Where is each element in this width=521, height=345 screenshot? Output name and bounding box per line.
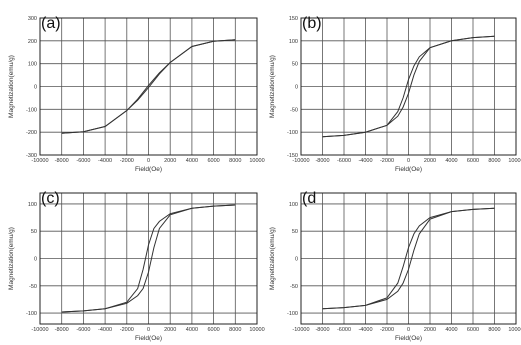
x-tick-label: 0 <box>147 158 150 164</box>
x-tick-label: -8000 <box>315 327 329 333</box>
y-tick-label: -50 <box>290 107 298 113</box>
panel-label: (a) <box>41 15 61 32</box>
y-tick-label: 50 <box>292 62 298 68</box>
panel-label: (d <box>302 190 316 207</box>
x-tick-label: 8000 <box>229 158 241 164</box>
y-tick-label: 100 <box>289 39 298 45</box>
x-tick-label: 8000 <box>229 327 241 333</box>
y-axis-label: Magnetization(emu/g) <box>269 227 276 290</box>
x-tick-label: 6000 <box>207 158 219 164</box>
x-tick-label: 10000 <box>249 327 264 333</box>
y-tick-label: -300 <box>26 153 37 159</box>
y-tick-label: 50 <box>292 229 298 235</box>
x-tick-label: 0 <box>407 158 410 164</box>
plot-frame <box>300 17 517 156</box>
plot-frame <box>39 17 258 156</box>
x-tick-label: 10000 <box>249 158 264 164</box>
chart-panel-4: -10000 -8000 -6000 -4000 -2000 0 2000 4000 6000 8… <box>269 190 521 342</box>
plot-frame <box>300 192 517 325</box>
x-axis-label: Field(Oe) <box>395 335 422 342</box>
x-tick-label: 6000 <box>467 158 479 164</box>
x-tick-label: -4000 <box>358 327 372 333</box>
y-tick-label: 200 <box>28 39 37 45</box>
x-tick-label: -10000 <box>31 158 48 164</box>
x-tick-label: -10000 <box>31 327 48 333</box>
x-tick-label: -6000 <box>76 327 90 333</box>
chart-panel-3: -10000 -8000 -6000 -4000 -2000 0 2000 4000 6000 8… <box>8 190 265 342</box>
x-tick-label: -4000 <box>358 158 372 164</box>
x-tick-label: 2000 <box>164 158 176 164</box>
x-tick-label: -2000 <box>380 158 394 164</box>
y-tick-label: -150 <box>287 153 298 159</box>
x-tick-label: 4000 <box>186 327 198 333</box>
descending-branch-line <box>61 204 236 313</box>
x-tick-label: -8000 <box>55 158 69 164</box>
x-tick-label: 0 <box>147 327 150 333</box>
x-tick-label: 2000 <box>424 327 436 333</box>
x-tick-label: 8000 <box>488 158 500 164</box>
x-tick-label: -2000 <box>380 327 394 333</box>
descending-branch-line <box>322 207 495 310</box>
y-tick-label: -100 <box>287 311 298 317</box>
x-tick-label: -2000 <box>120 327 134 333</box>
y-tick-label: 300 <box>28 16 37 22</box>
y-tick-label: -100 <box>26 311 37 317</box>
y-tick-label: 0 <box>295 85 298 91</box>
y-tick-label: -50 <box>29 284 37 290</box>
y-axis-label: Magnetization(emu/g) <box>269 55 276 118</box>
x-tick-label: -6000 <box>337 327 351 333</box>
x-tick-label: 4000 <box>445 158 457 164</box>
y-tick-label: 0 <box>34 257 37 263</box>
x-tick-label: 8000 <box>488 327 500 333</box>
chart-panel-1: -10000 -8000 -6000 -4000 -2000 0 2000 4000 6000 8… <box>8 15 265 173</box>
y-tick-label: -100 <box>26 107 37 113</box>
y-tick-label: -100 <box>287 130 298 136</box>
chart-panel-2: -10000 -8000 -6000 -4000 -2000 0 2000 4000 6000 8… <box>269 15 521 173</box>
y-tick-label: 100 <box>289 202 298 208</box>
x-tick-label: 2000 <box>164 327 176 333</box>
y-tick-label: 100 <box>28 62 37 68</box>
x-axis-label: Field(Oe) <box>135 335 162 342</box>
x-tick-label: -6000 <box>337 158 351 164</box>
x-tick-label: -4000 <box>98 158 112 164</box>
y-axis-label: Magnetization(emu/g) <box>8 55 15 118</box>
y-tick-label: -50 <box>290 284 298 290</box>
x-tick-label: 10000 <box>508 158 521 164</box>
x-tick-label: 0 <box>407 327 410 333</box>
x-axis-label: Field(Oe) <box>395 166 422 173</box>
x-tick-label: -8000 <box>55 327 69 333</box>
x-tick-label: -10000 <box>292 327 309 333</box>
x-tick-label: 6000 <box>207 327 219 333</box>
y-tick-label: 100 <box>28 202 37 208</box>
x-tick-label: -6000 <box>76 158 90 164</box>
x-tick-label: 10000 <box>508 327 521 333</box>
y-tick-label: 0 <box>34 85 37 91</box>
x-tick-label: 2000 <box>424 158 436 164</box>
x-tick-label: 6000 <box>467 327 479 333</box>
x-tick-label: 4000 <box>445 327 457 333</box>
y-tick-label: -200 <box>26 130 37 136</box>
descending-branch-line <box>61 39 236 134</box>
x-tick-label: -8000 <box>315 158 329 164</box>
panel-label: (b) <box>302 15 322 32</box>
y-tick-label: 50 <box>31 229 37 235</box>
x-tick-label: -2000 <box>120 158 134 164</box>
x-tick-label: -10000 <box>292 158 309 164</box>
x-axis-label: Field(Oe) <box>135 166 162 173</box>
descending-branch-line <box>322 35 495 138</box>
y-tick-label: 0 <box>295 257 298 263</box>
panel-label: (c) <box>41 190 60 207</box>
x-tick-label: 4000 <box>186 158 198 164</box>
y-axis-label: Magnetization(emu/g) <box>8 227 15 290</box>
y-tick-label: 150 <box>289 16 298 22</box>
x-tick-label: -4000 <box>98 327 112 333</box>
plot-frame <box>39 192 258 325</box>
